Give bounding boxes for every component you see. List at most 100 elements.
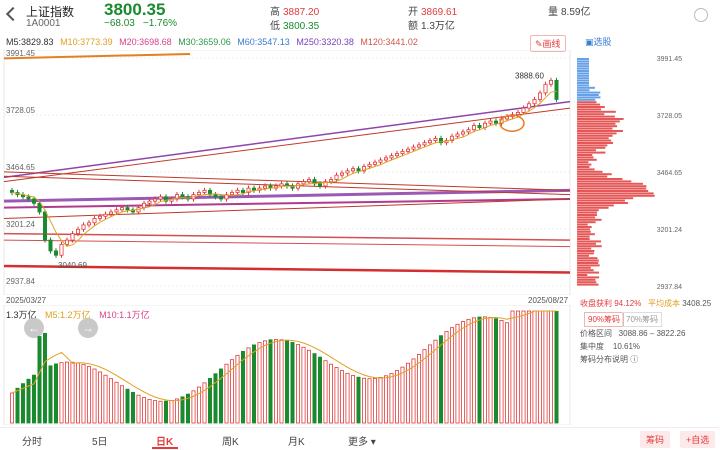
chip-bar [577,92,600,94]
ma10-label: M10:3773.39 [60,37,113,47]
chip-bar [577,195,655,197]
back-icon[interactable] [6,7,20,21]
candle-body [120,208,123,210]
chip-bar [577,252,594,254]
volume-bar [104,375,107,423]
volume-bar [269,340,272,423]
candle-body [263,186,266,188]
chip-bar [577,248,591,250]
volume-bar [175,399,178,423]
volume-bar [373,378,376,423]
chip-bar [577,236,590,238]
candle-body [340,173,343,175]
volume-bar [456,324,459,423]
chip-bar [577,130,623,132]
avgcost-stat: 平均成本 3408.25 [648,298,711,309]
chip-bar [577,104,600,106]
index-code: 1A0001 [26,18,60,29]
chip-bar [577,178,622,180]
volume-bar [544,311,547,423]
volume-bar [38,336,41,423]
candle-body [395,154,398,156]
chip-bar [577,240,601,242]
candle-body [109,212,112,214]
kline-chart[interactable]: 3991.45 3991.45 3728.05 3728.05 3464.65 3464.… [0,50,720,295]
chip-bar [577,68,589,70]
chip-bar [577,142,613,144]
chip-bar [577,106,605,108]
chip-bar [577,80,589,82]
volume-bar [461,322,464,423]
tab-more[interactable]: 更多 ▾ [348,433,376,448]
period-tabs: 分时 5日 日K 周K 月K 更多 ▾ 筹码 +自选 [0,427,720,450]
chip-bar [577,113,604,115]
tab-daily-k[interactable]: 日K [156,433,173,448]
chip-bar [577,84,589,86]
candle-body [494,121,497,123]
chip-bar [577,209,599,211]
volume-bar [357,377,360,423]
volume-bar [467,319,470,423]
volume-bar [285,341,288,423]
ma120-label: M120:3441.02 [360,37,418,47]
volume-bar [318,357,321,423]
amount-stat: 额 1.3万亿 [408,17,455,32]
add-watchlist-button[interactable]: +自选 [680,431,715,448]
candle-body [93,218,96,222]
end-date: 2025/08/27 [528,296,568,305]
refresh-icon[interactable] [694,8,708,22]
chip-bar [577,264,600,266]
volume-bar [109,379,112,423]
chips-button[interactable]: 筹码 [640,431,670,448]
volume-bar [16,388,19,423]
chip-bar [577,200,625,202]
volume-bar [131,392,134,423]
volume-bar [263,341,266,423]
change-value: −68.03 [104,18,135,29]
y-tick-label-right: 3991.45 [657,56,682,63]
price-change: −68.03 −1.76% [104,18,185,29]
chips-help-link[interactable]: 筹码分布说明 ⓘ [580,354,638,365]
candle-body [555,80,558,99]
header: 上证指数 1A0001 3800.35 −68.03 −1.76% 高 3887.2… [0,0,720,33]
tab-intraday[interactable]: 分时 [22,433,42,448]
volume-bar [423,350,426,423]
y-tick-label-right: 3201.24 [657,227,682,234]
candle-body [379,160,382,162]
volume-bar [340,371,343,423]
chip-bar [577,272,599,274]
volume-bar [49,366,52,423]
candle-body [428,141,431,143]
drawn-trend-line [4,266,570,272]
pick-stock-button[interactable]: ▣选股 [585,35,612,48]
candle-body [357,169,360,171]
volume-bar [153,401,156,423]
y-tick-label: 3464.65 [6,163,35,172]
chip-bar [577,96,600,98]
tab-weekly-k[interactable]: 周K [222,433,239,448]
volume-bar [500,320,503,423]
volume-bar [148,399,151,423]
candle-body [219,197,222,199]
high-stat: 高 3887.20 [270,3,319,18]
candle-body [406,149,409,151]
profit-stat: 收盘获利 94.12% [580,298,641,309]
volume-bar [203,383,206,423]
chip-bar [577,231,591,233]
ma30-label: M30:3659.06 [178,37,231,47]
chip-bar [577,128,612,130]
chip-bar [577,58,589,60]
tab-70-chips[interactable]: 70%筹码 [622,312,662,327]
chip-bar [577,101,596,103]
candle-body [533,99,536,103]
volume-bar [60,363,63,423]
tab-90-chips[interactable]: 90%筹码 [584,312,624,327]
chart-frame [4,50,570,295]
volume-bar [483,317,486,423]
candle-body [27,197,30,199]
candle-body [412,147,415,149]
price-range: 价格区间 3088.86 – 3822.26 [580,328,685,339]
tab-monthly-k[interactable]: 月K [288,433,305,448]
tab-5day[interactable]: 5日 [92,433,108,448]
chip-bar [577,87,595,89]
